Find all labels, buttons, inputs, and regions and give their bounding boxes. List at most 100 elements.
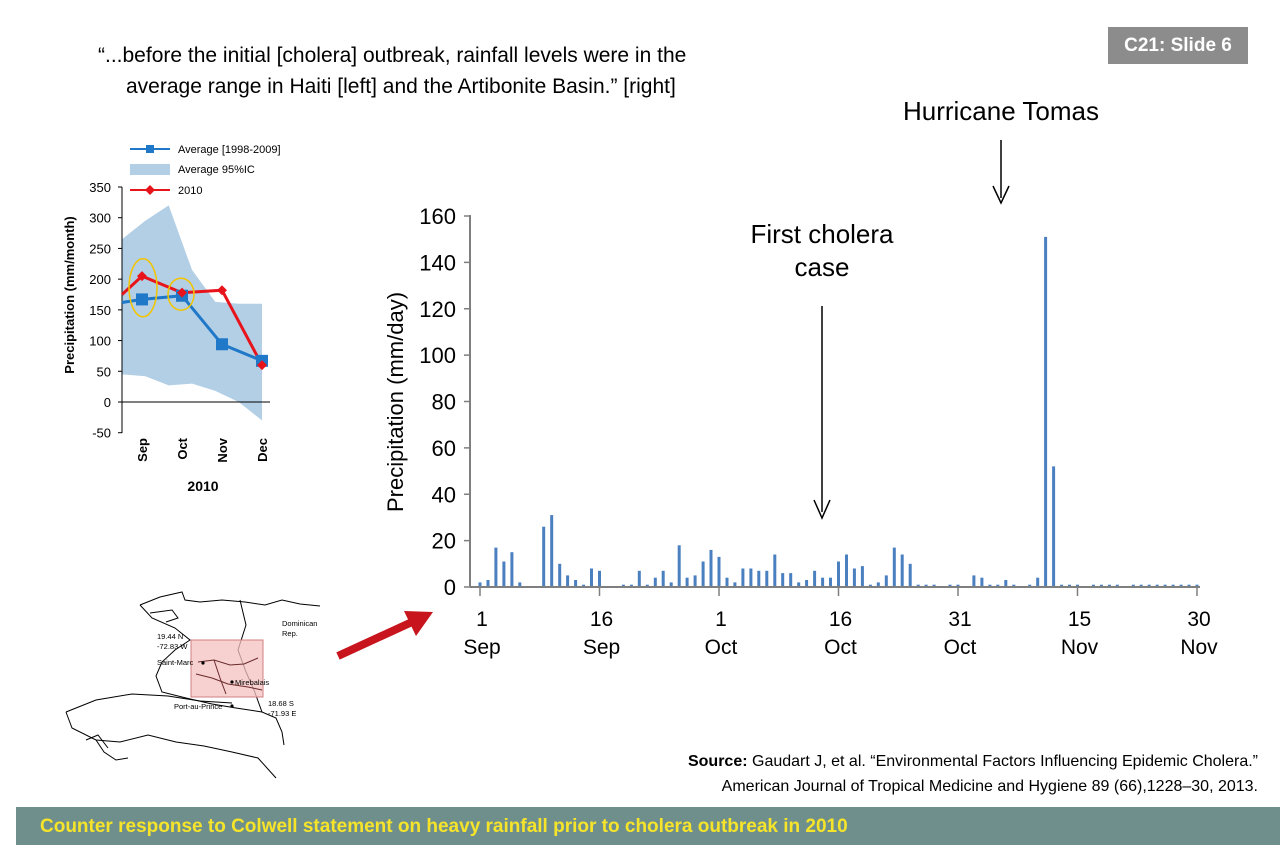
daily-bar	[1131, 584, 1135, 587]
map-label-saint-marc: Saint-Marc	[157, 658, 194, 667]
left-chart-highlights	[128, 257, 195, 318]
right-y-tick-label: 160	[419, 204, 456, 229]
daily-bar	[1099, 584, 1103, 587]
ci-band-layer	[122, 205, 262, 421]
source-label: Source:	[687, 753, 748, 770]
point-2010	[177, 287, 187, 298]
daily-bar	[1052, 466, 1056, 587]
daily-bar	[1036, 577, 1040, 587]
daily-bar	[837, 561, 840, 587]
daily-bar	[868, 584, 872, 587]
quote-line-2: average range in Haiti [left] and the Ar…	[126, 75, 676, 98]
left-y-tick-label: 250	[89, 241, 111, 256]
source-citation: Source: Gaudart J, et al. “Environmental…	[688, 749, 1258, 799]
hurricane-arrowhead	[992, 185, 1010, 205]
first-cholera-arrowhead	[813, 499, 831, 520]
daily-bar	[685, 577, 689, 587]
daily-bar	[932, 584, 936, 587]
map-label-mirebalais: Mirebalais	[235, 678, 269, 687]
right-y-tick-label: 120	[419, 297, 456, 322]
daily-bar	[996, 584, 1000, 587]
right-y-tick-label: 80	[432, 390, 456, 415]
left-x-tick-label: Sep	[135, 438, 150, 462]
left-y-tick-label: 350	[89, 180, 111, 195]
daily-bar	[860, 566, 864, 587]
daily-bar	[845, 554, 848, 587]
pointer-arrow	[336, 611, 433, 660]
daily-bar	[972, 575, 976, 587]
left-y-tick-label: 50	[97, 364, 111, 379]
daily-bar	[988, 584, 992, 587]
daily-bar	[852, 568, 856, 587]
daily-bar	[566, 575, 570, 587]
daily-bar	[1187, 584, 1191, 587]
quote-text: “...before the initial [cholera] outbrea…	[98, 40, 686, 102]
ci-band-area	[122, 205, 262, 421]
daily-bar	[1139, 584, 1143, 587]
right-y-tick-label: 20	[432, 529, 456, 554]
right-x-tick-month: Oct	[705, 636, 738, 659]
right-x-tick-day: 1	[476, 608, 488, 631]
daily-bar	[733, 582, 737, 587]
source-text-1: Gaudart J, et al. “Environmental Factors…	[747, 753, 1258, 770]
source-line-1: Source: Gaudart J, et al. “Environmental…	[688, 749, 1258, 774]
left-x-tick-label: Dec	[255, 438, 270, 462]
left-y-tick-label: 200	[89, 272, 111, 287]
daily-bar	[717, 556, 721, 587]
daily-bar	[757, 570, 761, 587]
daily-bar	[916, 584, 920, 587]
left-x-tick-label: Nov	[215, 437, 230, 462]
daily-bar	[558, 563, 562, 587]
footer-caption: Counter response to Colwell statement on…	[40, 816, 848, 837]
daily-bar	[876, 582, 880, 587]
slide-number-badge: C21: Slide 6	[1108, 27, 1248, 64]
map-label-dominican: Dominican	[282, 619, 317, 628]
daily-bar	[1171, 584, 1175, 587]
quote-line-1: “...before the initial [cholera] outbrea…	[98, 44, 687, 67]
right-x-tick-month: Nov	[1180, 636, 1218, 659]
first-cholera-label-line2: case	[795, 252, 850, 282]
left-chart-x-ticks: Sep Oct Nov Dec	[135, 437, 270, 462]
daily-bar	[948, 584, 952, 587]
daily-bar	[1107, 584, 1111, 587]
daily-bar	[701, 561, 705, 587]
daily-bar	[1091, 584, 1095, 587]
daily-bar	[582, 584, 586, 587]
daily-precipitation-chart: 0 20 40 60 80 100 120 140 160 1 Sep 16 Sep 1 Oct 16 Oct…	[336, 96, 1218, 660]
map-labels: Dominican Rep. 19.44 N -72.83 W Saint-Ma…	[157, 619, 317, 718]
left-y-tick-label: 0	[104, 395, 111, 410]
daily-bar	[1068, 584, 1071, 587]
right-x-tick-day: 16	[829, 608, 852, 631]
city-dots	[201, 661, 234, 708]
daily-bar	[797, 582, 801, 587]
right-x-tick-day: 30	[1187, 608, 1210, 631]
daily-bar	[629, 584, 633, 587]
average-point	[136, 293, 148, 306]
daily-bar	[789, 573, 793, 587]
map-label-west-lon: -72.83 W	[157, 642, 188, 651]
highlight-ellipse	[167, 277, 195, 311]
daily-bar	[1044, 236, 1048, 587]
daily-bar	[677, 545, 681, 587]
right-x-tick-month: Sep	[463, 636, 500, 659]
daily-bar	[598, 570, 601, 587]
left-chart-y-ticks: -50 0 50 100 150 200 250 300 350	[89, 180, 122, 441]
average-point	[216, 338, 228, 351]
daily-bar	[805, 580, 809, 587]
daily-bar	[1147, 584, 1151, 587]
daily-bar	[1195, 584, 1199, 587]
daily-bar	[709, 549, 713, 587]
right-x-tick-month: Sep	[583, 636, 620, 659]
left-y-tick-label: 150	[89, 303, 111, 318]
daily-bar	[502, 561, 506, 587]
left-y-tick-label: 100	[89, 334, 111, 349]
daily-bar	[741, 568, 745, 587]
legend-ci-label: Average 95%IC	[178, 164, 255, 176]
artibonite-basin-box	[190, 639, 264, 698]
point-2010	[257, 360, 267, 371]
daily-bar	[1004, 580, 1008, 587]
left-chart-x-label: 2010	[187, 478, 218, 494]
daily-bar	[781, 573, 785, 587]
daily-bar	[661, 570, 665, 587]
daily-bar	[749, 568, 753, 587]
